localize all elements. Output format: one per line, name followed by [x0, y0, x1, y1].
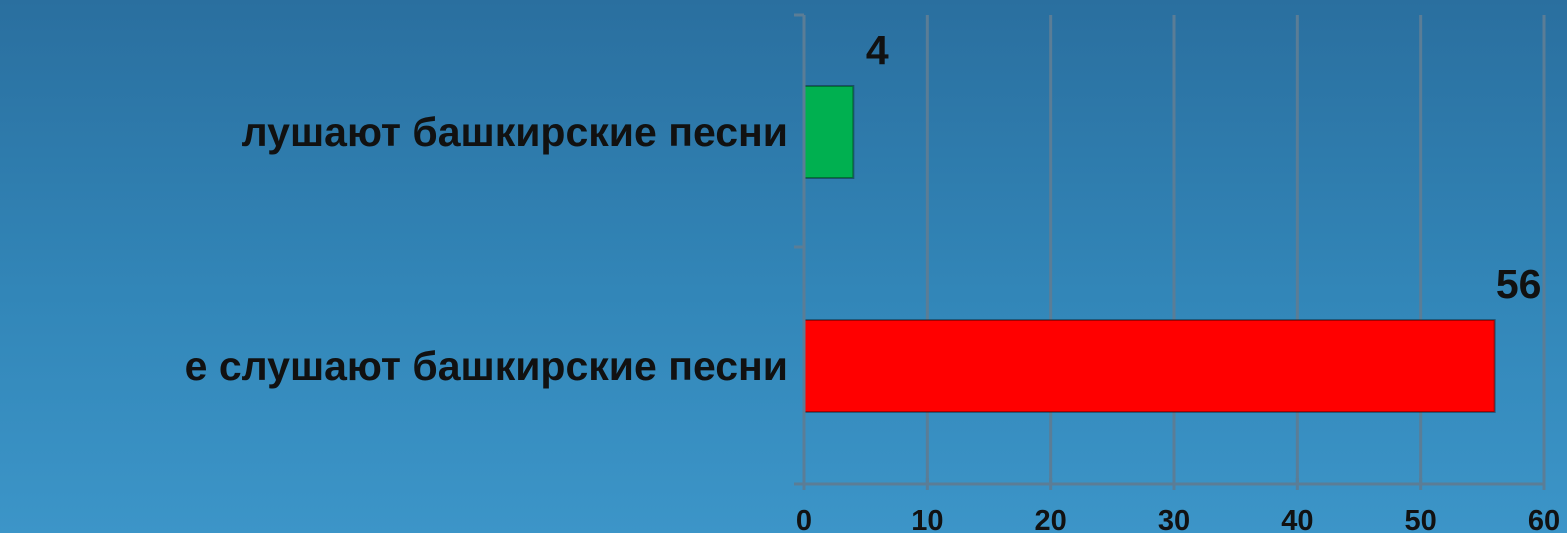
x-tick-label-20: 20 — [1035, 505, 1067, 533]
labels: 0 10 20 30 40 50 60 4 лушают башкирские песни 56 е… — [185, 27, 1560, 533]
x-tick-label-60: 60 — [1528, 505, 1560, 533]
bars — [803, 85, 1496, 413]
bar-0 — [803, 85, 855, 179]
x-tick-label-50: 50 — [1405, 505, 1437, 533]
data-label-0: 4 — [866, 27, 889, 73]
data-label-1: 56 — [1496, 261, 1542, 307]
x-tick-label-10: 10 — [911, 505, 943, 533]
category-label-0: лушают башкирские песни — [242, 109, 788, 155]
axes — [794, 13, 1546, 490]
x-tick-label-0: 0 — [796, 505, 812, 533]
x-tick-label-40: 40 — [1281, 505, 1313, 533]
x-tick-label-30: 30 — [1158, 505, 1190, 533]
bar-1 — [803, 319, 1496, 413]
category-label-1: е слушают башкирские песни — [185, 343, 788, 389]
gridlines — [925, 15, 1546, 484]
